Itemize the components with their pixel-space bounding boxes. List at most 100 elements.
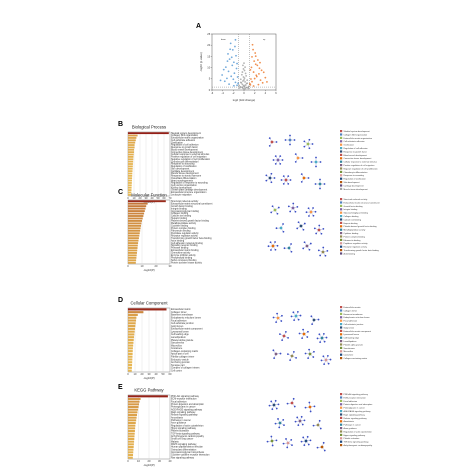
legend-label: Collagen fibril organization bbox=[344, 133, 368, 136]
bar bbox=[128, 205, 147, 208]
network-node bbox=[272, 349, 275, 352]
legend-label: Cell-substrate adhesion bbox=[344, 140, 365, 143]
network-node bbox=[295, 356, 297, 359]
bar-category-label: Cytokine-cytokine receptor interaction bbox=[171, 454, 210, 457]
bar bbox=[128, 232, 140, 235]
network-node bbox=[310, 315, 313, 318]
bar-category-label: Glycosaminoglycan biosynthesis bbox=[171, 451, 205, 454]
legend-label: Heparin binding bbox=[344, 223, 358, 225]
legend-label: Focal adhesion bbox=[344, 401, 358, 403]
bar-xtick-label: 0 bbox=[127, 196, 129, 200]
network-node bbox=[270, 172, 273, 175]
network-hub-node bbox=[276, 316, 280, 320]
bar bbox=[128, 338, 134, 342]
volcano-point-down bbox=[235, 54, 237, 57]
legend-label: Transforming growth factor beta binding bbox=[344, 249, 379, 252]
legend-label: Regulation of ossification bbox=[344, 178, 366, 181]
network-node bbox=[322, 333, 325, 335]
bar-xlabel: -log10(P) bbox=[143, 463, 155, 467]
bar-category-label: Transforming growth factor beta binding bbox=[171, 237, 212, 240]
bar bbox=[128, 212, 145, 215]
network-hub-node bbox=[294, 314, 298, 318]
bar bbox=[128, 141, 136, 144]
bar-category-label: Relaxin signaling pathway bbox=[171, 414, 198, 417]
legend-swatch bbox=[340, 228, 343, 231]
network-hub-node bbox=[306, 142, 310, 146]
network-node bbox=[281, 159, 284, 161]
bar bbox=[128, 222, 142, 225]
volcano-point-down bbox=[228, 83, 230, 86]
network-node bbox=[308, 401, 311, 404]
network-node bbox=[274, 248, 277, 251]
legend-swatch bbox=[340, 343, 343, 346]
network-hub-node bbox=[321, 250, 325, 254]
network-node bbox=[293, 139, 296, 141]
network-node bbox=[270, 249, 272, 251]
network-node bbox=[293, 405, 296, 408]
volcano-point-ns bbox=[242, 76, 245, 78]
volcano-point-down bbox=[226, 77, 228, 80]
legend-swatch bbox=[340, 433, 343, 436]
network-node bbox=[302, 228, 305, 231]
bar bbox=[128, 182, 132, 184]
legend-label: Skeletal system development bbox=[344, 130, 370, 133]
bar-category-label: Collagen-containing matrix bbox=[171, 350, 199, 353]
bar-category-label: Lysosomal lumen bbox=[171, 331, 190, 333]
volcano-ytick-label: 25 bbox=[207, 32, 210, 36]
network-node bbox=[276, 244, 279, 247]
legend-swatch bbox=[340, 130, 343, 133]
volcano-point-up bbox=[261, 81, 264, 84]
network-node bbox=[322, 441, 325, 444]
network-node bbox=[294, 420, 297, 423]
bar-category-label: Anchoring junction bbox=[171, 361, 191, 364]
volcano-point-up bbox=[250, 66, 253, 69]
volcano-point-down bbox=[236, 84, 238, 87]
network-node bbox=[282, 418, 285, 421]
bar-xtick-label: 0 bbox=[127, 372, 129, 376]
network-node bbox=[275, 439, 278, 442]
panel-label-d: D bbox=[118, 297, 123, 304]
network-node bbox=[307, 357, 310, 359]
legend-swatch bbox=[340, 309, 343, 312]
legend-label: Growth factor binding bbox=[344, 205, 363, 208]
legend-swatch bbox=[340, 225, 343, 228]
bar-category-label: MAPK signaling pathway bbox=[171, 443, 197, 446]
bar bbox=[128, 333, 135, 336]
network-node bbox=[323, 183, 326, 185]
volcano-point-ns bbox=[245, 74, 248, 77]
bar-category-label: Extracellular matrix structural constitu… bbox=[171, 202, 213, 205]
legend-label: Lysosomal lumen bbox=[344, 334, 360, 336]
bar bbox=[128, 308, 167, 311]
legend-swatch bbox=[340, 235, 343, 238]
volcano-point-ns bbox=[246, 82, 249, 85]
volcano-point-down bbox=[226, 60, 229, 63]
network-node bbox=[319, 341, 322, 343]
network-node bbox=[308, 138, 311, 141]
bar-xtick-label: 40 bbox=[169, 459, 172, 463]
legend-label: Metallopeptidase activity bbox=[344, 229, 366, 232]
network-node bbox=[305, 211, 308, 214]
bar-category-label: Negative regulation of cell proliferatio… bbox=[171, 158, 211, 161]
network-node bbox=[323, 449, 326, 452]
bar-category-label: Synapse part bbox=[171, 364, 185, 367]
network-hub-node bbox=[279, 226, 283, 230]
network-node bbox=[307, 177, 310, 179]
bar-category-label: Extracellular structure organization bbox=[171, 191, 207, 194]
network-node bbox=[314, 210, 317, 213]
bar bbox=[128, 316, 137, 319]
legend-swatch bbox=[340, 340, 343, 343]
bar-xtick-label: 50 bbox=[157, 196, 160, 200]
legend-swatch bbox=[340, 147, 343, 150]
network-node bbox=[286, 402, 289, 405]
legend-label: ECM-receptor interaction bbox=[344, 396, 366, 399]
bar-category-label: Skin development bbox=[171, 167, 190, 170]
bar bbox=[128, 403, 140, 406]
legend-swatch bbox=[340, 393, 343, 396]
network-node bbox=[270, 435, 273, 438]
bar-xtick-label: 0 bbox=[127, 459, 129, 463]
bar bbox=[128, 165, 133, 168]
network-node bbox=[282, 230, 285, 233]
bar-category-label: Metallopeptidase activity bbox=[171, 222, 197, 225]
volcano-point-ns bbox=[244, 72, 247, 75]
